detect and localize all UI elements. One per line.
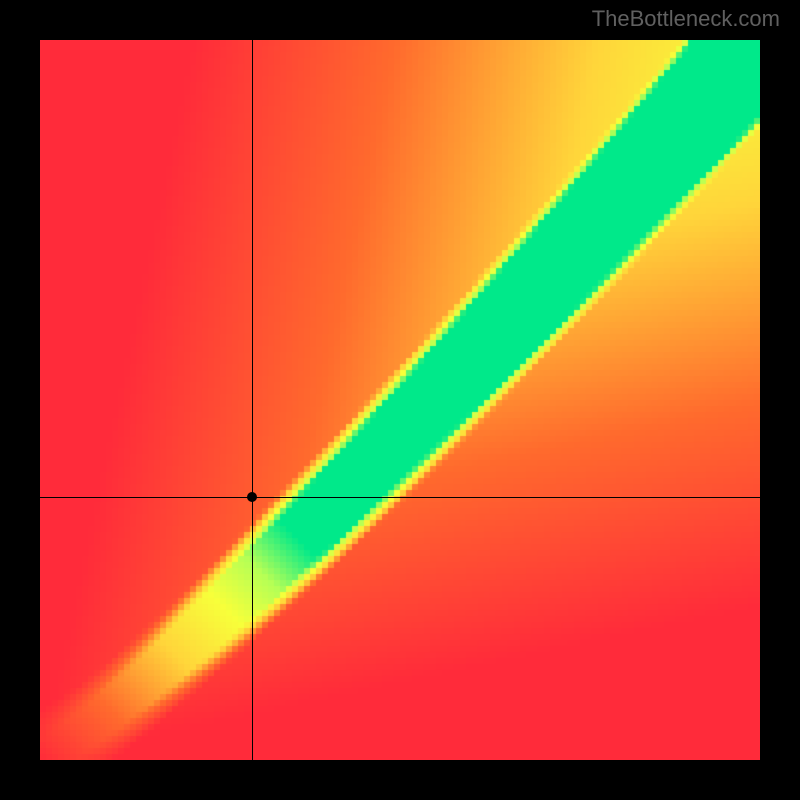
crosshair-horizontal bbox=[40, 497, 760, 498]
watermark-text: TheBottleneck.com bbox=[592, 6, 780, 32]
crosshair-vertical bbox=[252, 40, 253, 760]
heatmap-canvas bbox=[40, 40, 760, 760]
